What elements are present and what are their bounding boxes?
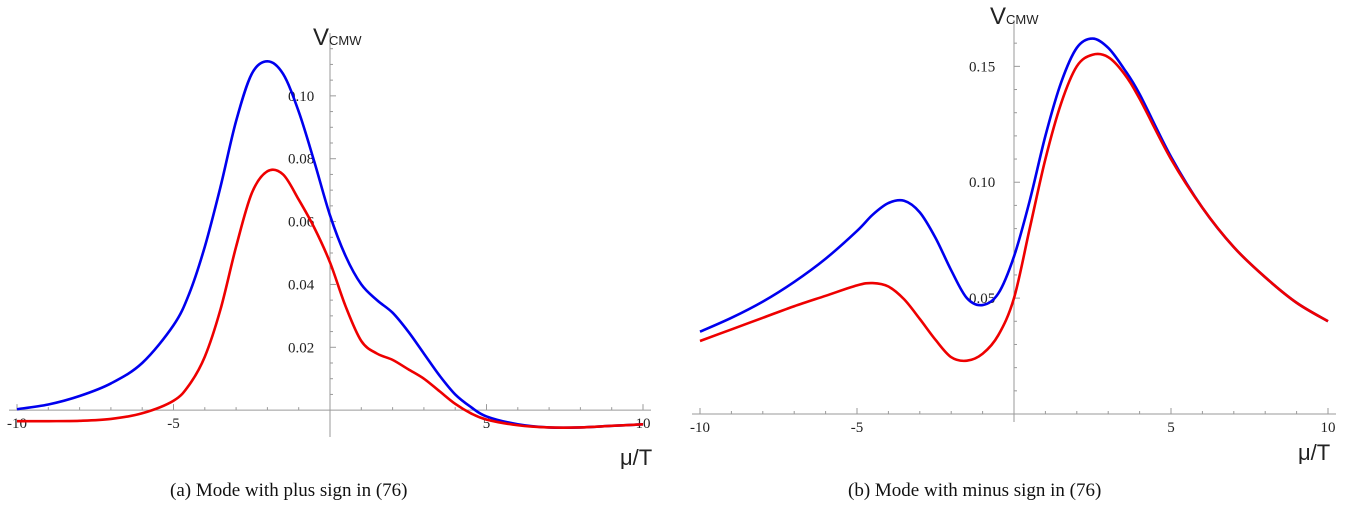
caption-b: (b) Mode with minus sign in (76) [848,480,1102,501]
chartb-x-axis-title: μ/T [1298,440,1330,465]
charta-y-axis-title: VCMW [313,24,362,51]
chartb-x-tick-label: 10 [1321,420,1336,436]
charta-x-tick-label: 5 [483,416,491,432]
charta-x-tick-label: -5 [167,416,180,432]
chartb-x-tick-label: -5 [851,420,864,436]
charta-series-red-line [16,168,644,429]
chartb-y-tick-label: 0.10 [969,175,995,191]
chartb-series-red-line [699,52,1329,363]
charta-y-tick-label: 0.08 [288,152,314,168]
charta-series-blue-line [16,59,644,430]
chartb-y-tick-label: 0.15 [969,59,995,75]
chartb-x-tick-label: -10 [690,420,710,436]
caption-a: (a) Mode with plus sign in (76) [170,480,408,501]
charta-x-tick-label: -10 [7,416,27,432]
charta-y-tick-label: 0.02 [288,340,314,356]
chartb-y-axis-title: VCMW [990,3,1039,30]
chartb-x-tick-label: 5 [1167,420,1175,436]
charta-y-tick-label: 0.04 [288,277,315,293]
charta-x-axis-title: μ/T [620,445,652,470]
charta-x-tick-label: 10 [636,416,651,432]
